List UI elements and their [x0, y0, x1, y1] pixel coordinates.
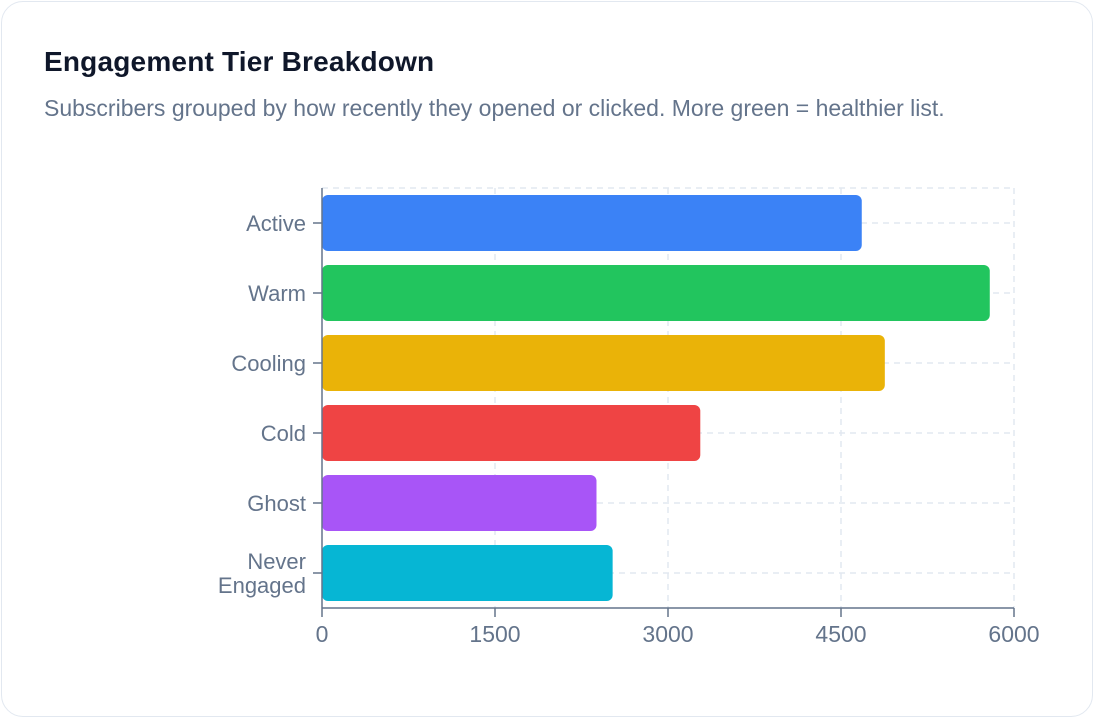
x-tick-label: 1500 [469, 621, 520, 647]
y-tick-label: Warm [248, 281, 306, 306]
bar-active [322, 195, 862, 251]
bar-cooling [322, 335, 885, 391]
bar-never-engaged [322, 545, 613, 601]
x-tick-label: 4500 [815, 621, 866, 647]
y-tick-label: Ghost [247, 491, 306, 516]
chart-subtitle: Subscribers grouped by how recently they… [44, 95, 945, 121]
x-tick-label: 0 [316, 621, 329, 647]
bar-ghost [322, 475, 597, 531]
bar-warm [322, 265, 990, 321]
y-tick-label: Never Engaged [218, 549, 306, 598]
chart-title: Engagement Tier Breakdown [44, 46, 435, 77]
y-tick-label: Cooling [231, 351, 306, 376]
y-tick-label: Cold [261, 421, 306, 446]
x-tick-label: 3000 [642, 621, 693, 647]
y-tick-label: Active [246, 211, 306, 236]
bar-cold [322, 405, 701, 461]
x-tick-label: 6000 [988, 621, 1039, 647]
